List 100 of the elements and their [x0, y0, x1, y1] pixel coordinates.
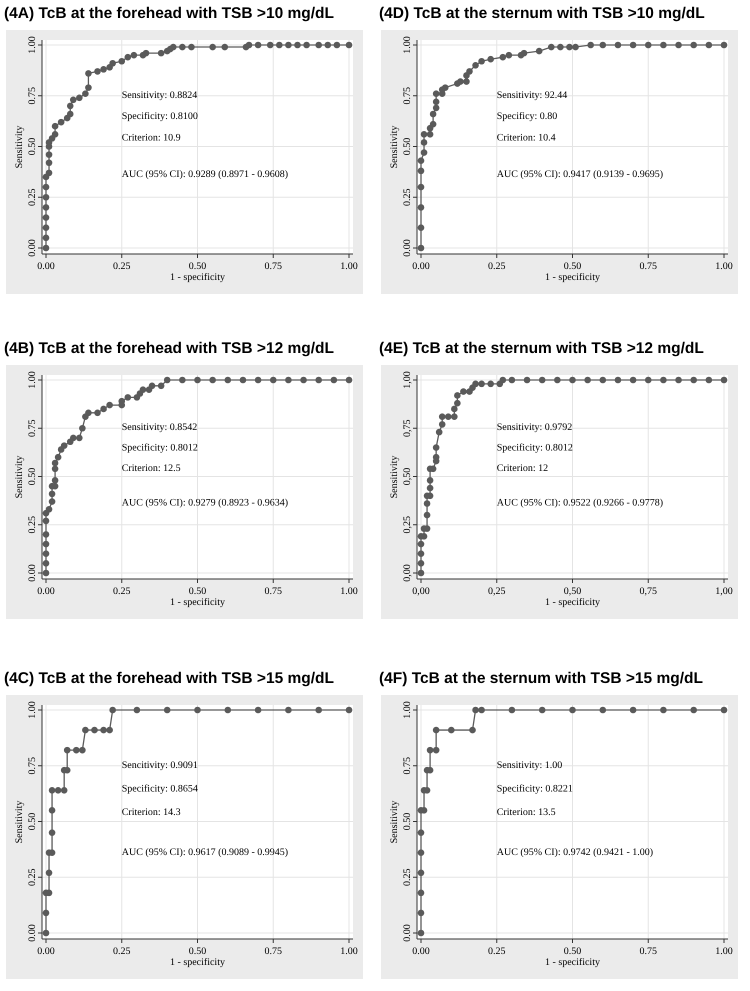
x-tick-label: 0,00: [412, 586, 430, 597]
x-axis-title: 1 - specificity: [545, 597, 600, 608]
y-tick-label: 0.75: [402, 87, 413, 104]
point: [73, 746, 80, 754]
x-tick-label: 0.00: [37, 586, 55, 597]
x-axis-title: 1 - specificity: [170, 272, 225, 283]
point: [52, 460, 58, 466]
point: [42, 184, 50, 190]
y-tick-label: 0.50: [27, 812, 38, 830]
annotation: Sensitivity: 1.00: [496, 760, 562, 772]
y-tick-label: 0,00: [402, 564, 413, 582]
x-tick-label: 1.00: [340, 946, 358, 957]
point: [42, 570, 50, 576]
point: [720, 706, 728, 714]
y-tick-label: 0.75: [27, 87, 38, 104]
x-tick-label: 0.25: [488, 261, 506, 272]
point: [644, 42, 652, 48]
point: [109, 60, 116, 67]
point: [346, 376, 352, 384]
point: [46, 506, 52, 513]
point: [690, 376, 697, 384]
point: [660, 42, 667, 48]
point: [500, 54, 506, 60]
annotation: AUC (95% CI): 0.9742 (0.9421 - 1.00): [496, 846, 654, 858]
y-tick-label: 0.25: [27, 516, 38, 534]
y-tick-label: 1.00: [27, 701, 38, 719]
annotation: Sencitivity: 0.9091: [122, 760, 198, 772]
point: [426, 484, 434, 492]
point: [270, 376, 277, 384]
point: [587, 42, 594, 48]
point: [454, 400, 461, 406]
point: [508, 706, 516, 714]
annotation: Sensitivity: 0.9792: [496, 422, 572, 434]
point: [432, 726, 440, 734]
y-axis-title: Sensitivity: [14, 800, 25, 844]
point: [424, 512, 430, 518]
point: [48, 498, 56, 505]
point: [240, 376, 246, 384]
point: [109, 706, 116, 714]
point: [690, 42, 697, 48]
point: [124, 54, 132, 60]
y-tick-label: 0.00: [402, 924, 413, 942]
y-tick-label: 0.75: [402, 757, 413, 774]
point: [48, 786, 56, 794]
point: [179, 376, 186, 384]
point: [42, 910, 50, 916]
y-tick-label: 1.00: [402, 36, 413, 54]
annotation: Specificy: 0.80: [496, 111, 558, 122]
point: [52, 122, 58, 130]
point: [124, 394, 132, 401]
point: [42, 204, 50, 211]
x-tick-label: 0.25: [488, 946, 506, 957]
point: [76, 94, 83, 102]
point: [454, 392, 461, 399]
point: [600, 706, 606, 714]
point: [106, 402, 113, 408]
point: [60, 442, 68, 449]
point: [706, 42, 712, 48]
x-tick-label: 1.00: [715, 946, 733, 957]
y-tick-label: 1.00: [27, 371, 38, 389]
point: [158, 50, 164, 56]
annotation: Criterion: 10.9: [122, 132, 181, 144]
point: [164, 706, 170, 714]
point: [472, 62, 479, 69]
point: [100, 406, 107, 412]
annotation: Criterion: 13.5: [496, 806, 556, 818]
point: [42, 194, 50, 201]
point: [254, 376, 262, 384]
x-tick-label: 0.25: [113, 946, 130, 957]
y-tick-label: 0.25: [402, 868, 413, 886]
point: [418, 829, 424, 836]
y-tick-label: 0.25: [27, 188, 38, 206]
x-tick-label: 0,25: [488, 586, 506, 597]
point: [438, 413, 446, 420]
point: [276, 42, 283, 48]
point: [42, 550, 50, 557]
y-tick-label: 0.00: [27, 924, 38, 942]
point: [194, 706, 201, 714]
point: [420, 149, 428, 156]
point: [294, 42, 301, 48]
point: [487, 56, 494, 63]
point: [548, 44, 555, 50]
y-tick-label: 0,25: [402, 516, 413, 534]
point: [569, 376, 576, 384]
point: [432, 90, 440, 98]
point: [418, 560, 424, 567]
x-tick-label: 0.00: [412, 946, 430, 957]
x-tick-label: 0.50: [564, 261, 582, 272]
point: [460, 388, 467, 395]
annotation: Criterion: 10.4: [496, 132, 556, 144]
x-tick-label: 0.75: [640, 946, 657, 957]
annotation: Sensitivity: 92.44: [496, 90, 568, 101]
point: [94, 410, 101, 416]
y-axis-title: Sensitivity: [14, 126, 25, 168]
x-tick-label: 0.00: [37, 261, 55, 272]
point: [52, 477, 58, 484]
point: [46, 869, 52, 876]
point: [100, 726, 107, 734]
point: [76, 434, 83, 442]
point: [140, 386, 146, 393]
